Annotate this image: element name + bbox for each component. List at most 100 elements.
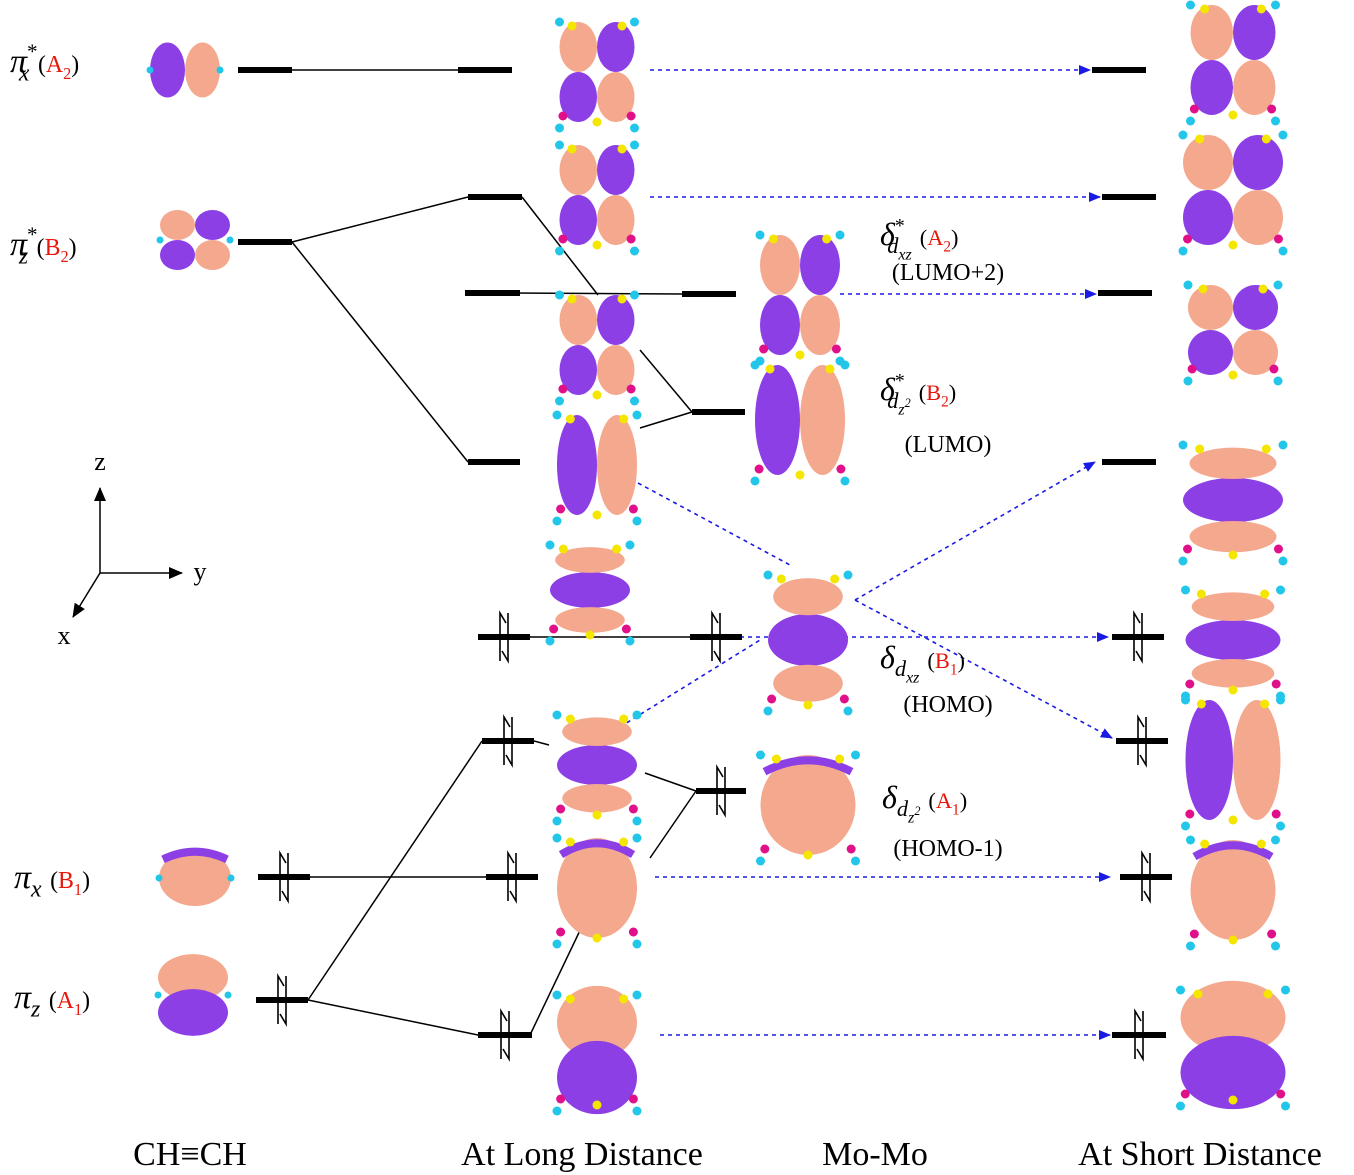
atom [1281, 986, 1290, 995]
label-part: A [57, 988, 75, 1014]
orbital-label: δdxz(B1) [880, 639, 965, 686]
atom [630, 141, 639, 150]
orbital [555, 18, 639, 133]
atom [796, 471, 805, 480]
atom [1279, 441, 1288, 450]
lobe [1183, 478, 1283, 522]
atom [769, 235, 778, 244]
atom [755, 465, 764, 474]
label-part: 1 [952, 801, 960, 818]
atom [556, 805, 565, 814]
atom [796, 351, 805, 360]
atom [830, 575, 839, 584]
atom [555, 247, 564, 256]
axis-label: x [58, 621, 71, 650]
atom [556, 505, 565, 514]
label-part: ) [958, 648, 965, 673]
atom [1185, 680, 1194, 689]
atom [1279, 131, 1288, 140]
correlation-arrow [638, 483, 790, 565]
atom [767, 695, 776, 704]
atom [1181, 586, 1190, 595]
atom [549, 625, 558, 634]
atom [619, 838, 628, 847]
atom [1181, 696, 1190, 705]
atom [1184, 281, 1193, 290]
lobe [1191, 5, 1234, 60]
lobe [773, 578, 843, 615]
atom [157, 237, 164, 244]
atom [555, 18, 564, 27]
atom [633, 517, 642, 526]
atom [630, 124, 639, 133]
atom [804, 851, 813, 860]
atom [1195, 135, 1204, 144]
atom [630, 397, 639, 406]
orbital [1179, 441, 1288, 566]
connector [308, 1000, 478, 1035]
lobe [760, 235, 800, 295]
orbital [764, 571, 853, 716]
atom [1274, 545, 1283, 554]
atom [1262, 135, 1271, 144]
connector [292, 197, 468, 242]
atom [751, 361, 760, 370]
atom [1179, 441, 1188, 450]
atom [1190, 105, 1199, 114]
orbital [155, 954, 232, 1036]
atom [227, 237, 234, 244]
label-part: 2 [943, 238, 951, 255]
connector [308, 741, 482, 1000]
atom [1186, 1, 1195, 10]
atom [546, 541, 555, 550]
atom [1179, 247, 1188, 256]
lobe [755, 365, 800, 475]
connector [640, 350, 692, 412]
label-part: d [897, 796, 909, 821]
atom [826, 365, 835, 374]
orbital-label: πz(A1) [14, 979, 90, 1023]
orbital-note: (LUMO) [905, 432, 992, 458]
atom [1179, 557, 1188, 566]
label-part: 2 [941, 393, 949, 410]
label-part: ) [71, 52, 79, 78]
lobe [1192, 659, 1275, 688]
atom [756, 231, 765, 240]
lobe [800, 235, 840, 295]
atom [1279, 247, 1288, 256]
lobe [150, 43, 185, 98]
atom [1229, 816, 1238, 825]
label-part: 2 [914, 804, 920, 818]
label-part: 2 [905, 396, 911, 410]
atom [764, 571, 773, 580]
atom [836, 231, 845, 240]
atom [1262, 445, 1271, 454]
lobe [1183, 135, 1233, 190]
atom [1274, 281, 1283, 290]
atom [155, 992, 162, 999]
atom [822, 235, 831, 244]
atom [1260, 700, 1269, 709]
atom [1186, 836, 1195, 845]
atom [147, 67, 154, 74]
label-part: A [46, 52, 64, 78]
label-part: 1 [74, 880, 82, 899]
atom [217, 67, 224, 74]
atom [1229, 686, 1238, 695]
label-part: ) [951, 225, 958, 250]
orbital [157, 210, 234, 270]
atom [1181, 1090, 1190, 1099]
orbital [1176, 981, 1290, 1111]
atom [156, 875, 163, 882]
atom [1257, 840, 1266, 849]
atom [559, 545, 568, 554]
lobe [560, 145, 598, 195]
atom [844, 571, 853, 580]
orbital [553, 711, 642, 826]
orbital [756, 751, 860, 866]
atom [1183, 545, 1192, 554]
lobe [195, 240, 230, 270]
atom [568, 145, 577, 154]
atom [619, 715, 628, 724]
atom [618, 295, 627, 304]
